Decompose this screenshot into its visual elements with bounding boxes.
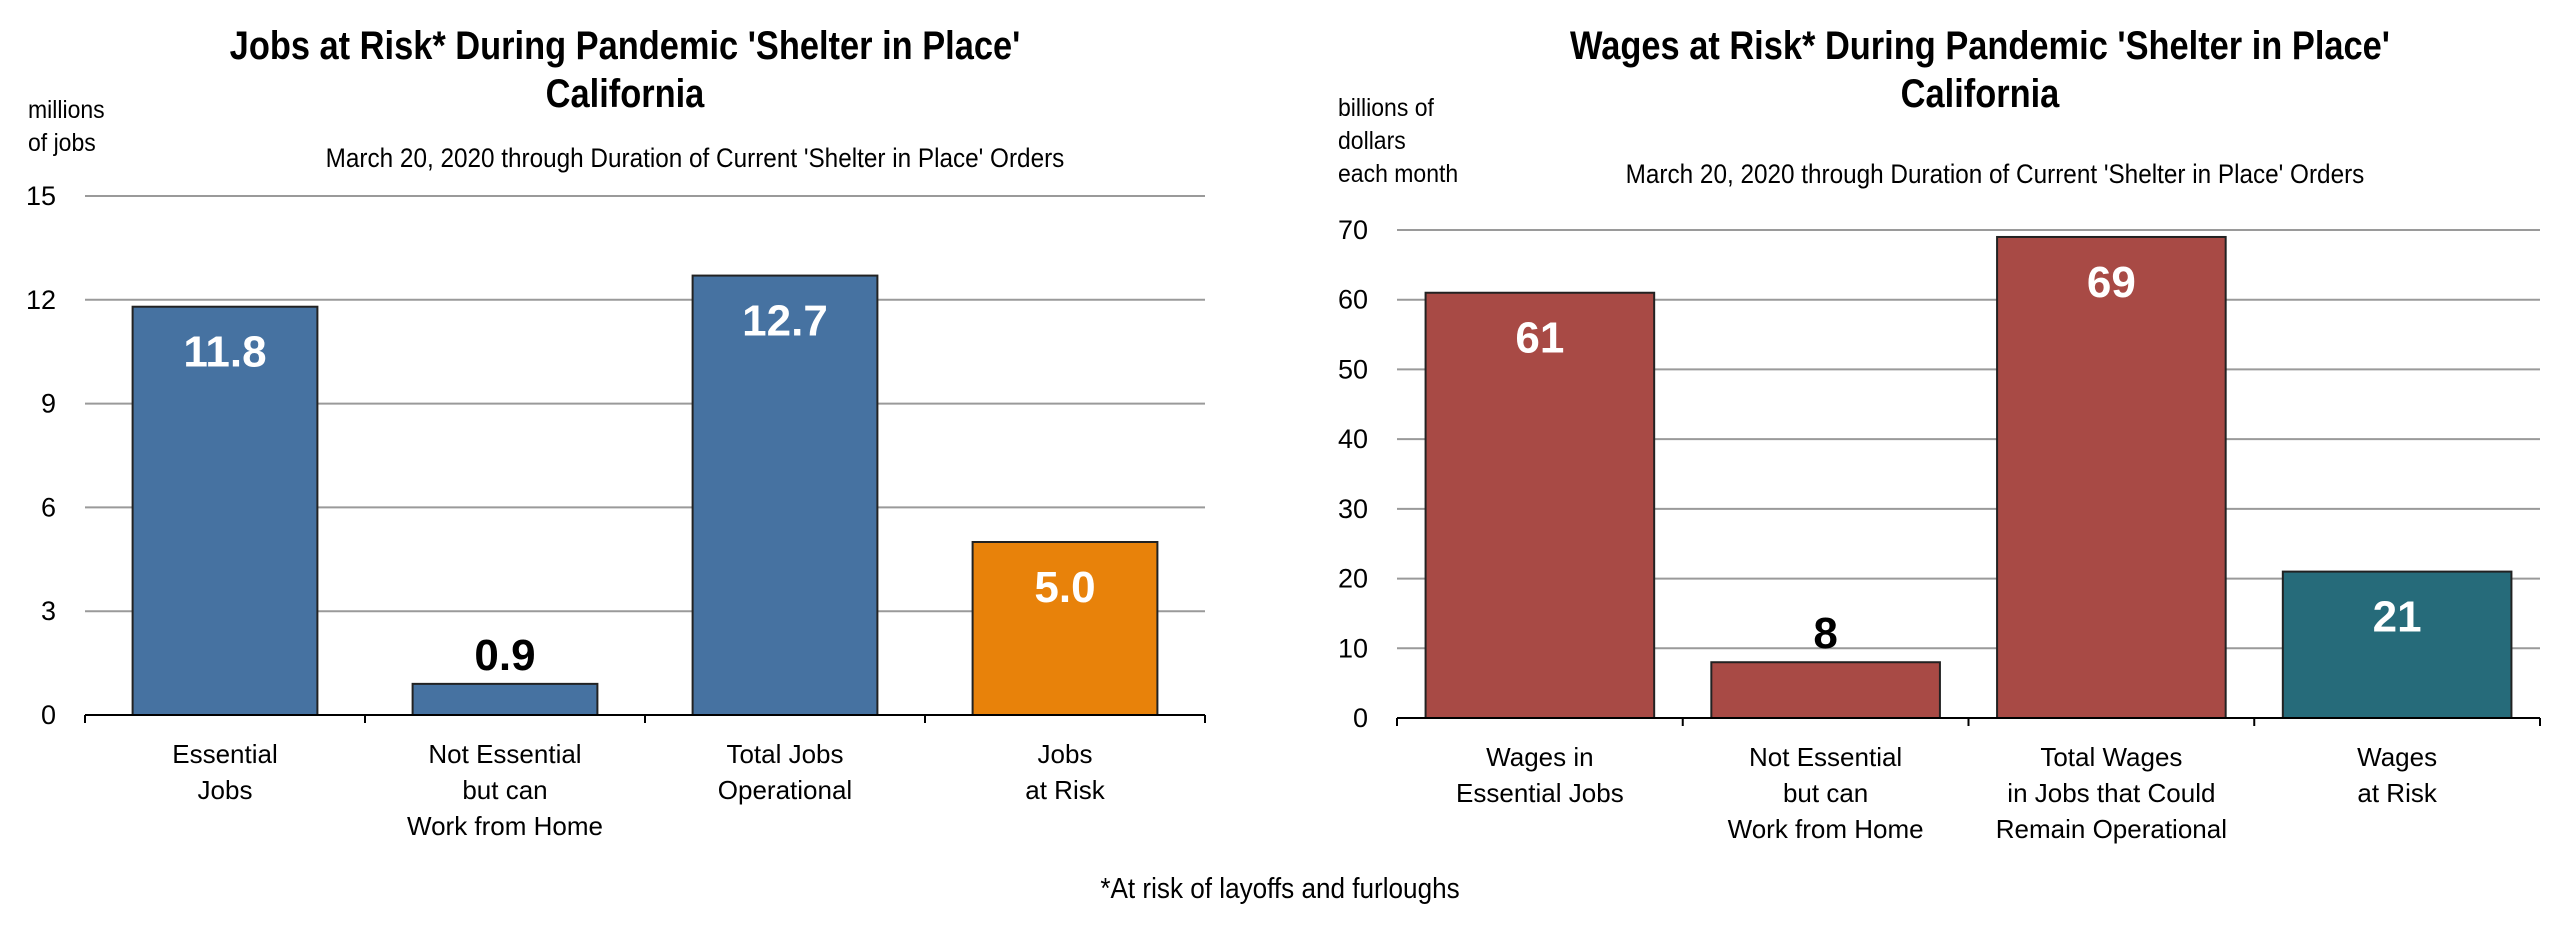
wages-category-label: Wages in [1486,742,1593,772]
wages-category-label: Total Wages [2040,742,2182,772]
wages-data-label: 69 [2087,258,2136,307]
jobs-chart-y-unit-line2: of jobs [28,129,96,157]
wages-category-label: Not Essential [1749,742,1902,772]
wages-y-tick-label: 70 [1338,215,1368,245]
wages-y-tick-label: 0 [1353,703,1368,733]
jobs-y-tick-label: 9 [41,389,56,419]
jobs-category-label: Operational [718,775,852,805]
jobs-y-tick-label: 15 [26,181,56,211]
jobs-y-tick-label: 6 [41,492,56,522]
wages-category-label: but can [1783,778,1868,808]
wages-chart-y-unit-line3: each month [1338,160,1459,188]
jobs-chart-title: Jobs at Risk* During Pandemic 'Shelter i… [139,22,1111,118]
jobs-chart-y-unit-line1: millions [28,96,105,124]
jobs-chart-subtitle: March 20, 2020 through Duration of Curre… [325,143,1065,173]
jobs-bar [131,305,319,716]
wages-y-tick-label: 50 [1338,354,1368,384]
wages-chart-plot: 0 10 20 30 40 50 60 70 61 Wages in Essential Jobs 8… [1338,215,2541,844]
wages-data-label: 8 [1813,609,1837,658]
wages-chart-title-line1: Wages at Risk* During Pandemic 'Shelter … [1570,24,2390,68]
wages-chart-title-line2: California [1900,72,2060,116]
wages-category-label: Wages [2357,742,2437,772]
jobs-category-label: Jobs [198,775,253,805]
wages-chart-y-unit-line1: billions of [1338,94,1434,122]
wages-y-tick-label: 40 [1338,424,1368,454]
jobs-data-label: 11.8 [183,328,266,377]
jobs-data-label: 0.9 [474,631,535,680]
wages-data-label: 61 [1515,314,1564,363]
wages-category-label: Essential Jobs [1456,778,1624,808]
wages-y-tick-label: 20 [1338,564,1368,594]
jobs-category-label: Total Jobs [726,739,843,769]
jobs-bar [971,541,1159,716]
wages-chart-y-unit-line2: dollars [1338,127,1406,155]
jobs-chart-title-line2: California [545,72,705,116]
jobs-chart-plot: 0 3 6 9 12 15 11.8 Essential Jobs 0.9 Not Essentia… [26,181,1206,841]
wages-y-tick-label: 60 [1338,285,1368,315]
jobs-category-label: Essential [172,739,278,769]
jobs-category-label: but can [462,775,547,805]
jobs-category-label: Jobs [1038,739,1093,769]
jobs-y-tick-label: 12 [26,285,56,315]
wages-bar [1710,661,1941,720]
jobs-chart-y-unit: millions of jobs [28,94,105,160]
wages-y-tick-label: 30 [1338,494,1368,524]
wages-category-label: Remain Operational [1996,814,2227,844]
wages-chart-y-unit: billions of dollars each month [1338,92,1458,191]
jobs-bar [411,682,599,716]
footnote: *At risk of layoffs and furloughs [1100,873,1460,905]
wages-category-label: at Risk [2357,778,2437,808]
jobs-category-label: Not Essential [428,739,581,769]
wages-category-label: Work from Home [1728,814,1924,844]
wages-chart-subtitle: March 20, 2020 through Duration of Curre… [1625,159,2365,189]
jobs-chart-title-line1: Jobs at Risk* During Pandemic 'Shelter i… [229,24,1021,68]
wages-chart-title: Wages at Risk* During Pandemic 'Shelter … [1455,22,2504,118]
jobs-category-label: Work from Home [407,811,603,841]
jobs-y-tick-label: 0 [41,700,56,730]
wages-y-tick-label: 10 [1338,633,1368,663]
jobs-category-label: at Risk [1025,775,1105,805]
wages-bar [2281,570,2513,719]
jobs-data-label: 5.0 [1034,563,1095,612]
wages-category-label: in Jobs that Could [2007,778,2215,808]
jobs-bar [691,274,879,716]
jobs-data-label: 12.7 [742,297,828,346]
wages-data-label: 21 [2373,593,2422,642]
wages-bar [1996,235,2227,719]
wages-bar [1424,291,1656,719]
jobs-y-tick-label: 3 [41,596,56,626]
